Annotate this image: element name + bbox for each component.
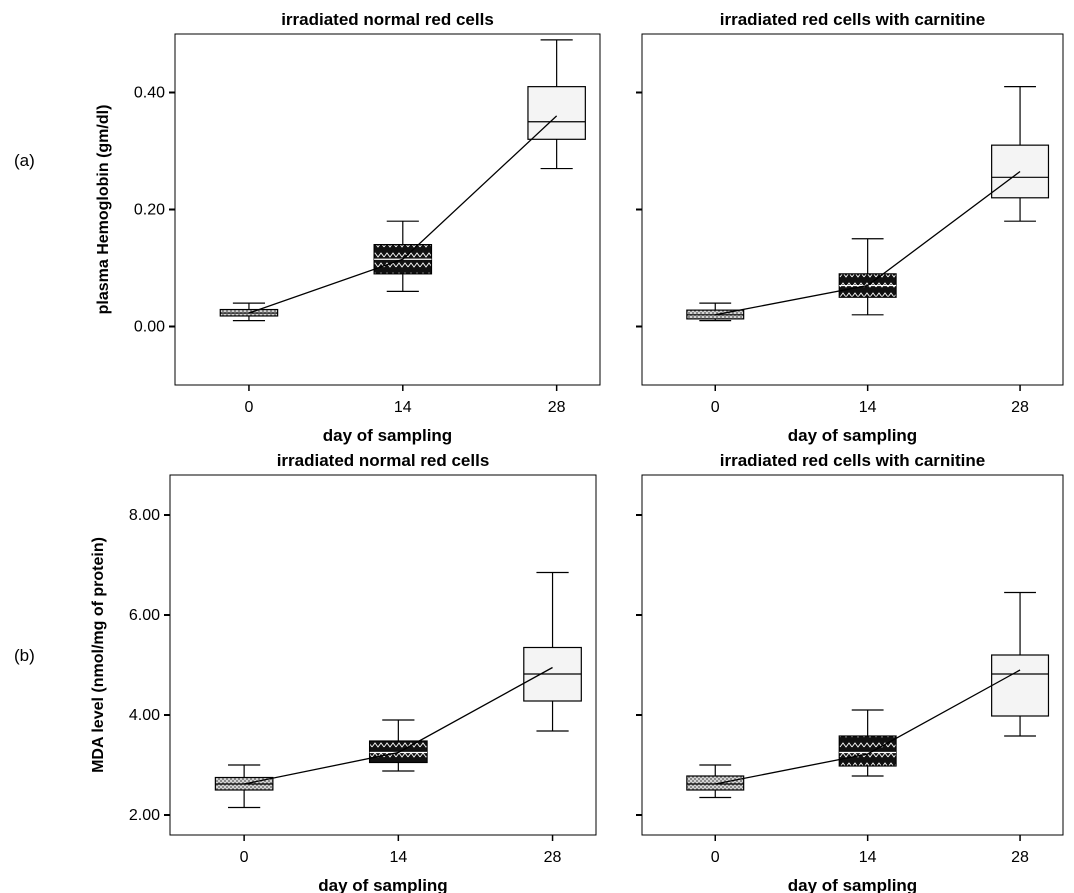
chart-title: irradiated normal red cells	[281, 10, 494, 29]
box-iqr	[370, 741, 428, 763]
y-tick-label: 8.00	[129, 507, 160, 524]
y-tick-label: 0.40	[134, 85, 165, 102]
box-day-0	[215, 765, 273, 808]
plot-frame	[642, 34, 1063, 385]
box-day-14	[839, 239, 896, 315]
panel-label-a: (a)	[14, 151, 35, 170]
y-tick-label: 6.00	[129, 607, 160, 624]
box-iqr	[839, 736, 896, 766]
x-axis-label: day of sampling	[318, 876, 447, 893]
x-tick-label: 0	[711, 849, 720, 866]
box-iqr	[687, 776, 744, 790]
x-tick-label: 0	[240, 849, 249, 866]
box-day-28	[992, 87, 1049, 222]
y-tick-label: 0.20	[134, 202, 165, 219]
x-tick-label: 14	[859, 399, 877, 416]
chart-panel-1: irradiated normal red cells 0.00 0.20 0.40 0…	[95, 10, 600, 445]
box-day-14	[374, 221, 431, 291]
x-tick-label: 28	[544, 849, 562, 866]
x-tick-label: 0	[711, 399, 720, 416]
chart-title: irradiated normal red cells	[277, 451, 490, 470]
x-tick-label: 14	[389, 849, 407, 866]
box-day-0	[687, 765, 744, 798]
y-tick-label: 4.00	[129, 707, 160, 724]
box-iqr	[992, 145, 1049, 198]
x-axis-label: day of sampling	[323, 426, 452, 445]
charts-layer: irradiated normal red cells 0.00 0.20 0.40 0…	[90, 10, 1063, 893]
box-day-28	[524, 573, 582, 732]
x-tick-label: 28	[1011, 399, 1029, 416]
box-day-28	[528, 40, 585, 169]
x-axis-label: day of sampling	[788, 426, 917, 445]
x-axis-label: day of sampling	[788, 876, 917, 893]
y-axis-label: plasma Hemoglobin (gm/dl)	[95, 105, 112, 315]
chart-panel-3: irradiated normal red cells 2.00 4.00 6.00 8…	[90, 451, 596, 893]
box-day-0	[687, 303, 744, 321]
x-tick-label: 28	[548, 399, 566, 416]
y-axis-label: MDA level (nmol/mg of protein)	[90, 537, 107, 773]
chart-title: irradiated red cells with carnitine	[720, 451, 985, 470]
chart-panel-4: irradiated red cells with carnitine 0 14 28…	[636, 451, 1063, 893]
box-day-28	[992, 593, 1049, 737]
chart-title: irradiated red cells with carnitine	[720, 10, 985, 29]
y-tick-label: 0.00	[134, 319, 165, 336]
panel-label-b: (b)	[14, 646, 35, 665]
box-iqr	[528, 87, 585, 140]
y-tick-label: 2.00	[129, 807, 160, 824]
box-day-14	[370, 720, 428, 771]
chart-panel-2: irradiated red cells with carnitine 0 14 28…	[636, 10, 1063, 445]
x-tick-label: 14	[394, 399, 412, 416]
x-tick-label: 0	[244, 399, 253, 416]
box-iqr	[992, 655, 1049, 716]
x-tick-label: 14	[859, 849, 877, 866]
x-tick-label: 28	[1011, 849, 1029, 866]
